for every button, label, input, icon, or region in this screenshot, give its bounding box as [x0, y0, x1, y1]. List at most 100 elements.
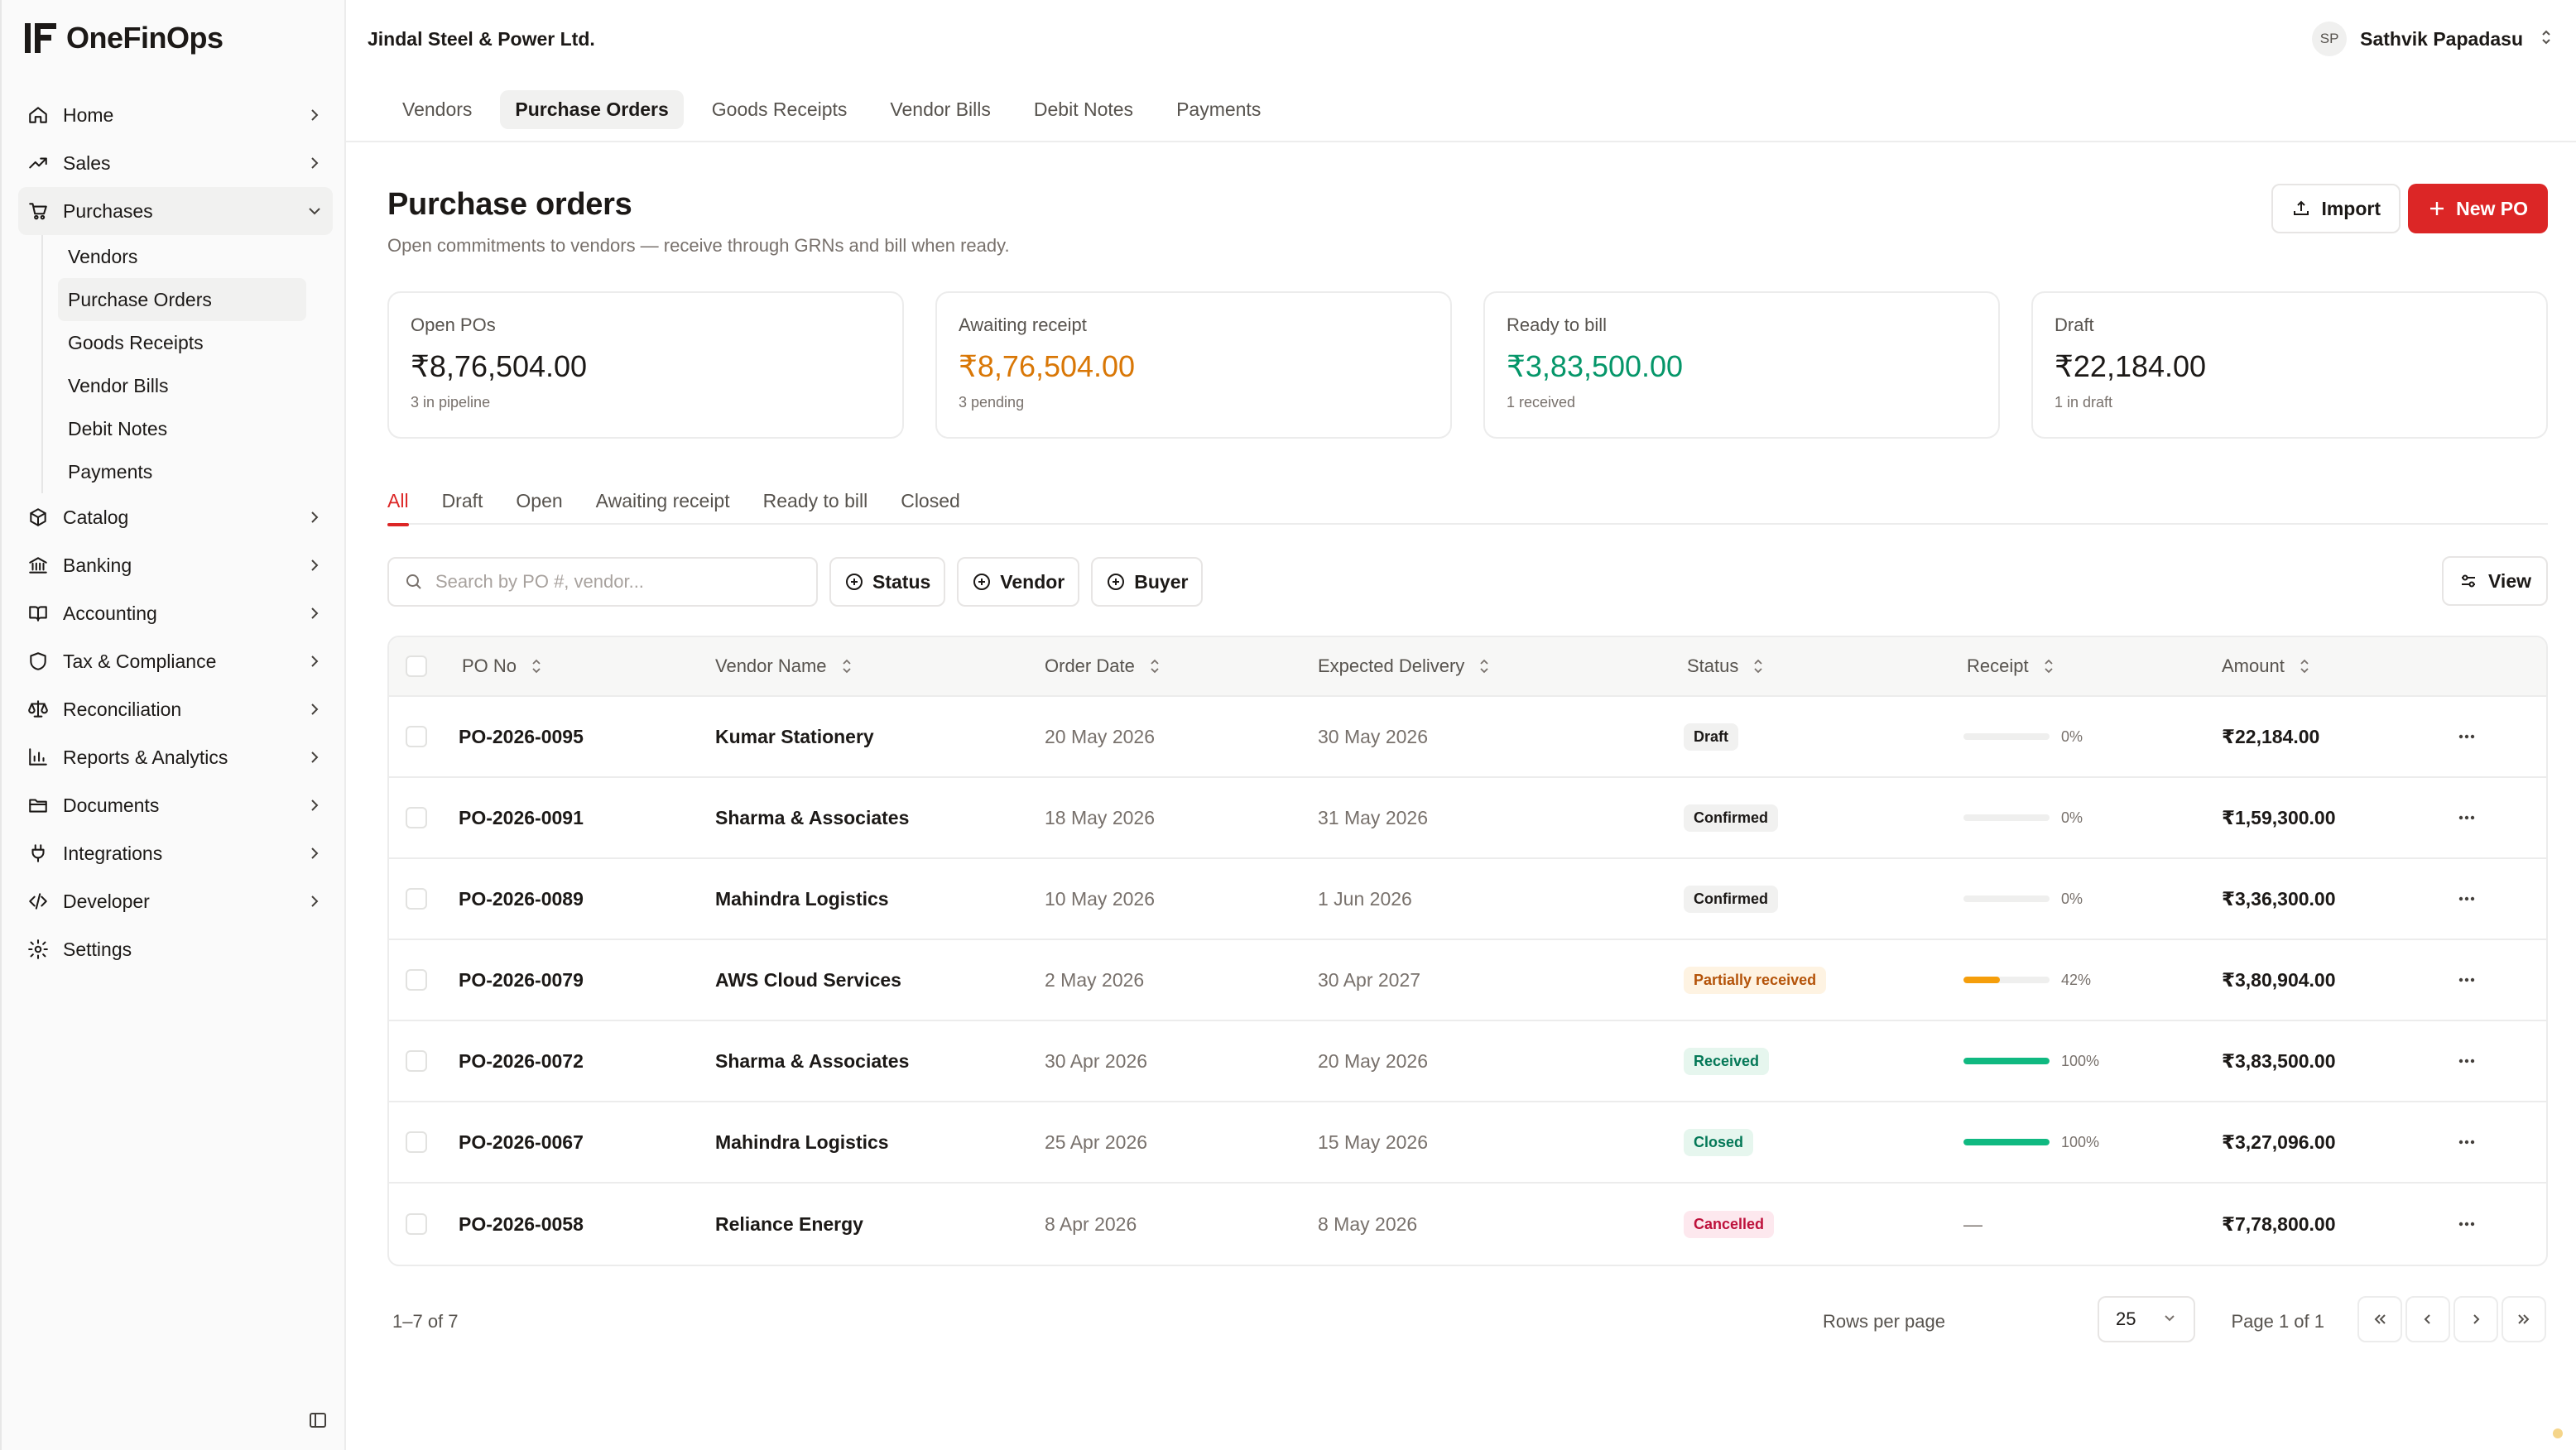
filter-tab-closed[interactable]: Closed	[901, 490, 960, 511]
sidebar-item-catalog[interactable]: Catalog	[18, 493, 333, 541]
row-checkbox[interactable]	[406, 969, 427, 991]
sidebar-subitem-debit-notes[interactable]: Debit Notes	[68, 417, 168, 439]
sidebar-item-integrations[interactable]: Integrations	[18, 829, 333, 877]
sidebar-item-label: Banking	[63, 554, 132, 576]
filter-chip-buyer[interactable]: Buyer	[1091, 557, 1204, 607]
page-title: Purchase orders	[387, 187, 632, 222]
search-input[interactable]: Search by PO #, vendor...	[387, 557, 818, 607]
table-row[interactable]: PO-2026-0079 AWS Cloud Services 2 May 2026…	[389, 940, 2546, 1021]
order-date: 8 Apr 2026	[1045, 1212, 1137, 1235]
sidebar-item-accounting[interactable]: Accounting	[18, 589, 333, 637]
select-all-checkbox[interactable]	[406, 655, 427, 677]
column-header-expected-delivery[interactable]: Expected Delivery	[1318, 655, 1491, 677]
table-row[interactable]: PO-2026-0058 Reliance Energy 8 Apr 2026 8 M…	[389, 1184, 2546, 1265]
tab-vendor-bills[interactable]: Vendor Bills	[890, 98, 991, 120]
row-actions-button[interactable]	[2453, 804, 2480, 831]
column-header-po-no[interactable]: PO No	[462, 655, 543, 677]
filter-tab-draft[interactable]: Draft	[441, 490, 483, 511]
po-number[interactable]: PO-2026-0058	[459, 1212, 584, 1235]
sidebar-subitem-purchase-orders[interactable]: Purchase Orders	[58, 278, 306, 321]
more-horizontal-icon	[2453, 1211, 2480, 1237]
po-number[interactable]: PO-2026-0079	[459, 968, 584, 991]
user-menu[interactable]: SP Sathvik Papadasu	[2312, 22, 2554, 56]
column-header-label: Vendor Name	[715, 655, 827, 676]
sidebar-toggle-icon[interactable]	[308, 1410, 328, 1430]
table-row[interactable]: PO-2026-0072 Sharma & Associates 30 Apr 20…	[389, 1021, 2546, 1102]
prev-page-button[interactable]	[2405, 1296, 2450, 1342]
table-row[interactable]: PO-2026-0067 Mahindra Logistics 25 Apr 202…	[389, 1102, 2546, 1184]
po-number[interactable]: PO-2026-0091	[459, 806, 584, 828]
row-actions-button[interactable]	[2453, 967, 2480, 993]
sidebar-subitem-vendor-bills[interactable]: Vendor Bills	[68, 374, 169, 396]
column-header-receipt[interactable]: Receipt	[1967, 655, 2055, 677]
tab-debit-notes[interactable]: Debit Notes	[1033, 98, 1134, 120]
row-actions-button[interactable]	[2453, 1129, 2480, 1155]
sidebar-item-banking[interactable]: Banking	[18, 541, 333, 589]
sidebar-item-developer[interactable]: Developer	[18, 877, 333, 925]
tab-vendors[interactable]: Vendors	[402, 98, 473, 120]
table-row[interactable]: PO-2026-0089 Mahindra Logistics 10 May 202…	[389, 859, 2546, 940]
sidebar-subitem-payments[interactable]: Payments	[68, 460, 153, 483]
row-checkbox[interactable]	[406, 1131, 427, 1153]
sidebar-item-sales[interactable]: Sales	[18, 139, 333, 187]
vendor-name: Mahindra Logistics	[715, 1131, 889, 1153]
column-header-status[interactable]: Status	[1687, 655, 1765, 677]
sidebar-item-settings[interactable]: Settings	[18, 925, 333, 973]
po-number[interactable]: PO-2026-0095	[459, 725, 584, 747]
sidebar-item-reports-analytics[interactable]: Reports & Analytics	[18, 733, 333, 781]
user-name: Sathvik Papadasu	[2360, 27, 2523, 50]
column-header-label: Status	[1687, 655, 1739, 676]
po-number[interactable]: PO-2026-0067	[459, 1131, 584, 1153]
row-actions-button[interactable]	[2453, 1048, 2480, 1074]
receipt-cell: 100%	[1963, 1053, 2099, 1070]
po-number[interactable]: PO-2026-0089	[459, 887, 584, 910]
next-page-button[interactable]	[2453, 1296, 2498, 1342]
amount: ₹3,36,300.00	[2222, 887, 2336, 910]
filter-tab-awaiting-receipt[interactable]: Awaiting receipt	[595, 490, 730, 511]
tab-purchase-orders[interactable]: Purchase Orders	[500, 89, 684, 129]
sidebar-item-home[interactable]: Home	[18, 91, 333, 139]
filter-tab-all[interactable]: All	[387, 477, 409, 526]
chevron-right-icon	[305, 651, 324, 671]
row-checkbox[interactable]	[406, 1050, 427, 1072]
kpi-note: 3 pending	[959, 394, 1025, 411]
gear-icon	[26, 938, 50, 961]
bank-icon	[26, 554, 50, 577]
sidebar-item-reconciliation[interactable]: Reconciliation	[18, 685, 333, 733]
import-button[interactable]: Import	[2271, 184, 2401, 233]
view-button[interactable]: View	[2442, 556, 2548, 606]
rows-per-page-select[interactable]: 25	[2098, 1296, 2195, 1342]
sidebar-subitem-goods-receipts[interactable]: Goods Receipts	[68, 331, 204, 353]
sidebar-item-label: Sales	[63, 151, 111, 174]
sidebar-item-purchases[interactable]: Purchases	[18, 187, 333, 235]
last-page-button[interactable]	[2502, 1296, 2546, 1342]
row-actions-button[interactable]	[2453, 723, 2480, 750]
column-header-vendor-name[interactable]: Vendor Name	[715, 655, 853, 677]
brand-logo[interactable]: OneFinOps	[23, 18, 223, 58]
row-checkbox[interactable]	[406, 1213, 427, 1235]
sidebar-subitem-vendors[interactable]: Vendors	[68, 245, 138, 267]
tab-goods-receipts[interactable]: Goods Receipts	[711, 98, 848, 120]
table-row[interactable]: PO-2026-0091 Sharma & Associates 18 May 20…	[389, 778, 2546, 859]
vendor-name: AWS Cloud Services	[715, 968, 901, 991]
sidebar-item-tax-compliance[interactable]: Tax & Compliance	[18, 637, 333, 685]
filter-chip-vendor[interactable]: Vendor	[957, 557, 1080, 607]
new-po-button[interactable]: New PO	[2408, 184, 2548, 233]
table-row[interactable]: PO-2026-0095 Kumar Stationery 20 May 2026 3…	[389, 697, 2546, 778]
tab-payments[interactable]: Payments	[1176, 98, 1262, 120]
column-header-label: Amount	[2222, 655, 2285, 676]
filter-chip-status[interactable]: Status	[829, 557, 946, 607]
po-number[interactable]: PO-2026-0072	[459, 1049, 584, 1072]
row-checkbox[interactable]	[406, 726, 427, 747]
filter-tab-ready-to-bill[interactable]: Ready to bill	[762, 490, 868, 511]
row-checkbox[interactable]	[406, 807, 427, 828]
row-checkbox[interactable]	[406, 888, 427, 910]
first-page-button[interactable]	[2357, 1296, 2402, 1342]
row-actions-button[interactable]	[2453, 886, 2480, 912]
sidebar-item-documents[interactable]: Documents	[18, 781, 333, 829]
filter-tab-open[interactable]: Open	[516, 490, 563, 511]
row-actions-button[interactable]	[2453, 1211, 2480, 1237]
column-header-amount[interactable]: Amount	[2222, 655, 2311, 677]
status-badge-wrap: Confirmed	[1684, 804, 1778, 832]
column-header-order-date[interactable]: Order Date	[1045, 655, 1161, 677]
